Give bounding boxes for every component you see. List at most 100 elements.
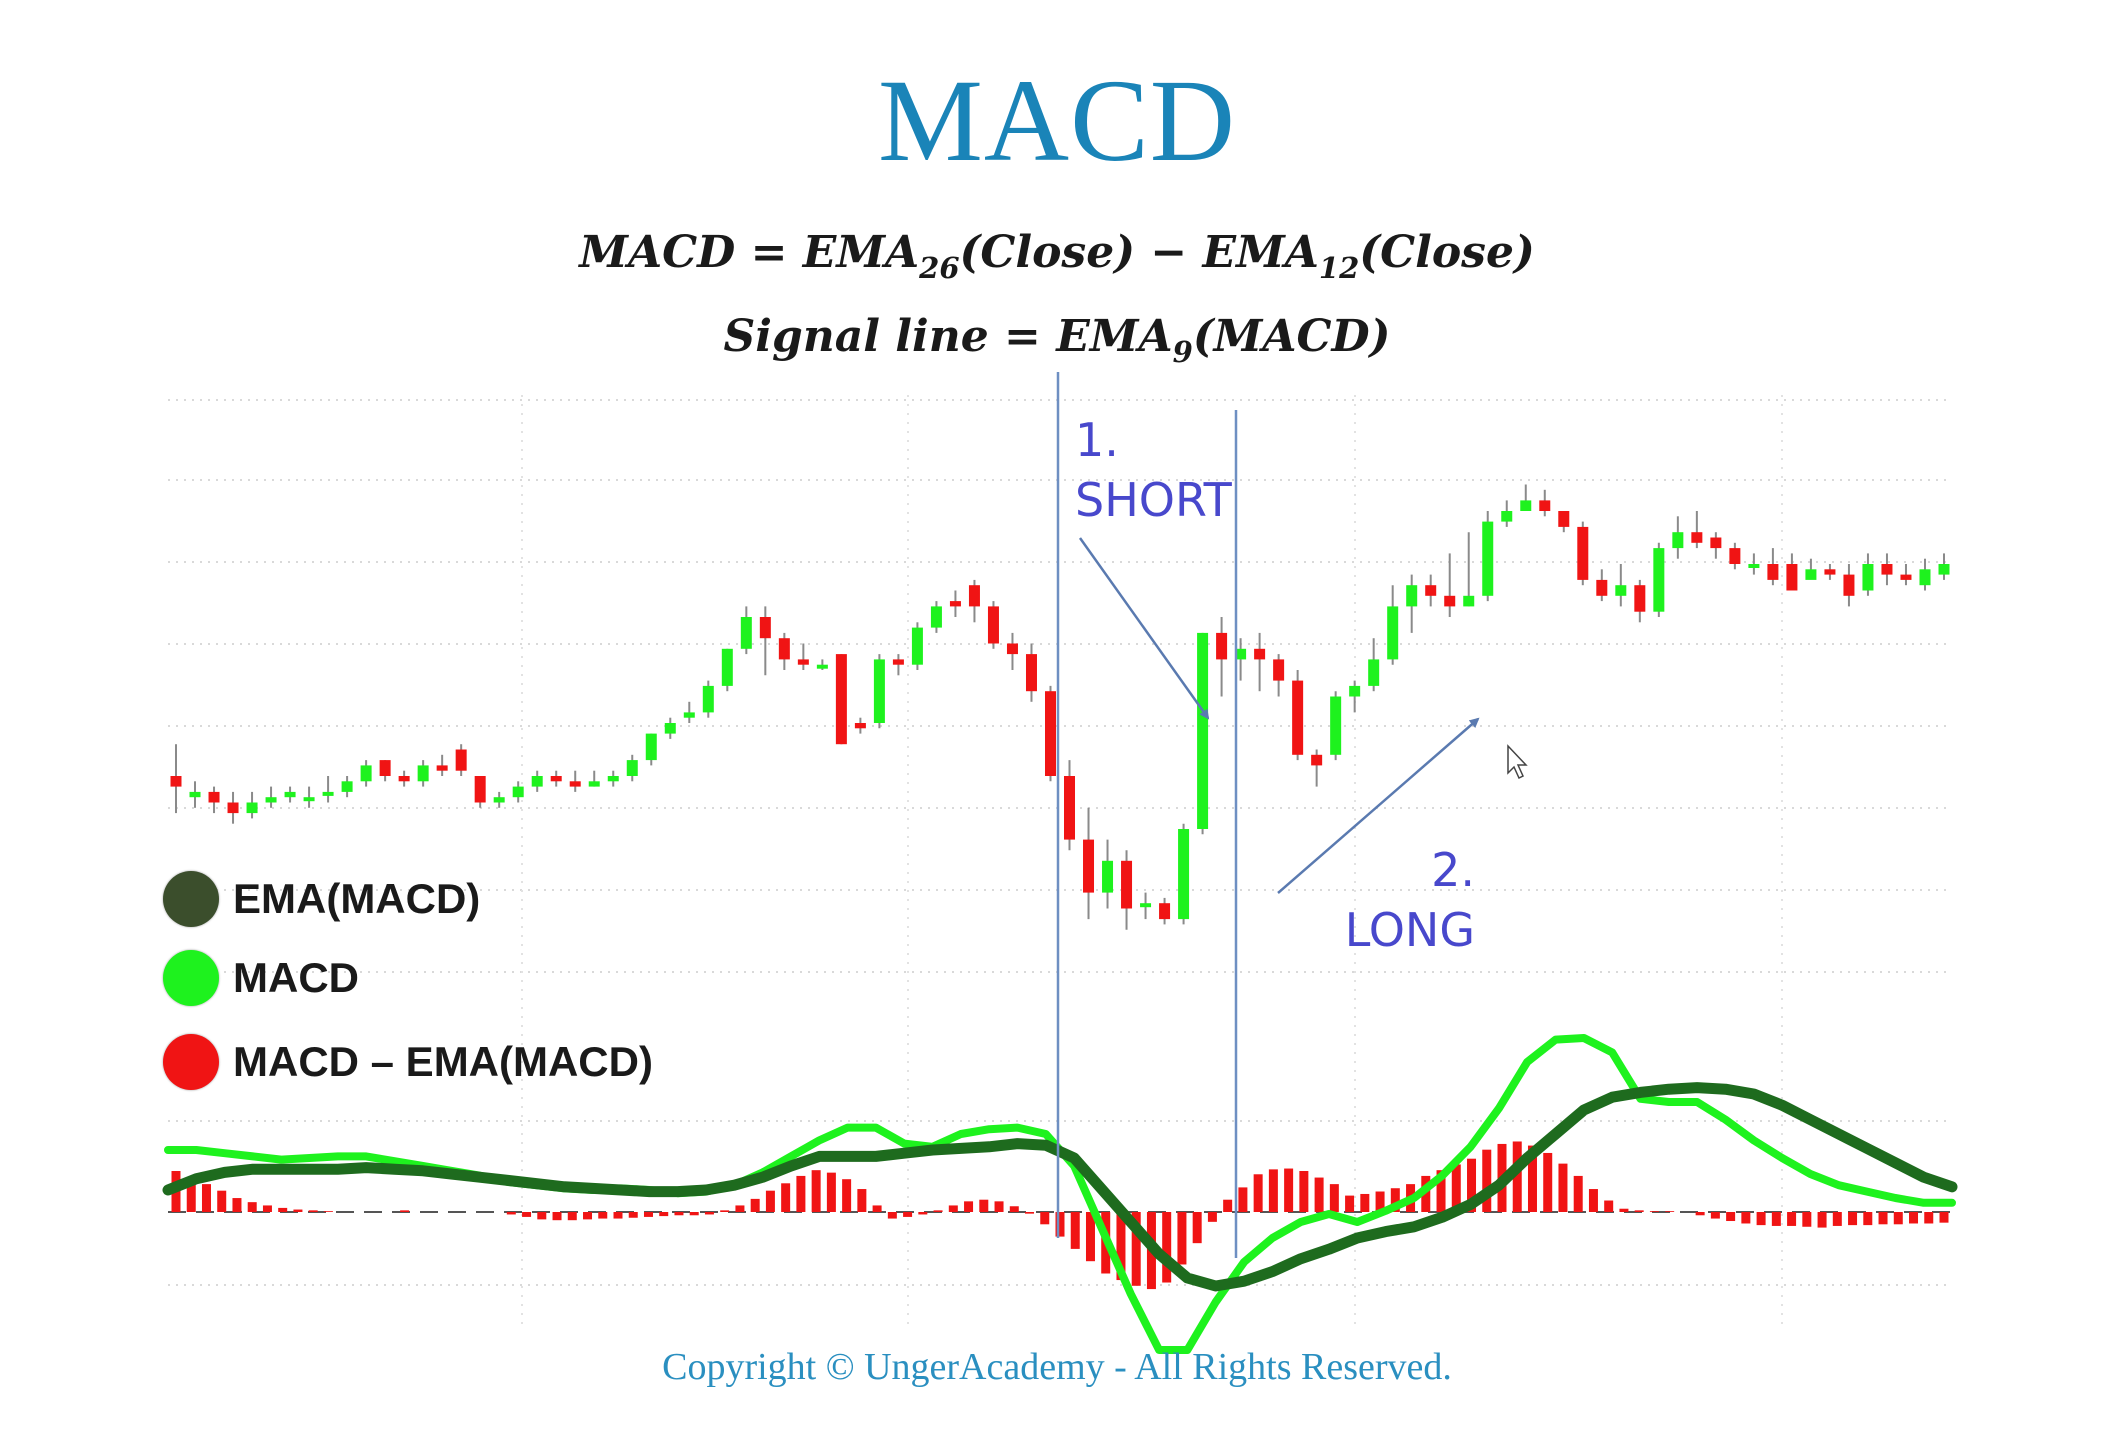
- histogram-bar: [262, 1205, 272, 1212]
- histogram-bar: [1893, 1212, 1903, 1225]
- histogram-bar: [1314, 1177, 1324, 1212]
- histogram-bar: [1634, 1210, 1644, 1212]
- histogram-bar: [628, 1212, 638, 1218]
- candle-body: [1805, 569, 1817, 580]
- histogram-bar: [1878, 1212, 1888, 1225]
- histogram-bar: [1192, 1212, 1202, 1244]
- candle-body: [417, 765, 429, 782]
- histogram-bar: [1085, 1212, 1095, 1262]
- histogram-bar: [308, 1210, 318, 1212]
- histogram-bar: [1040, 1212, 1050, 1225]
- candle-body: [930, 606, 942, 628]
- candle-body: [835, 654, 847, 745]
- histogram-bar: [1299, 1171, 1309, 1212]
- candle-body: [474, 776, 486, 803]
- macd-lines: [162, 1034, 1958, 1354]
- histogram-bar: [750, 1198, 760, 1212]
- short-annotation: 1. SHORT: [1075, 410, 1232, 530]
- long-annotation: 2. LONG: [1340, 840, 1475, 960]
- histogram-bar: [811, 1170, 821, 1212]
- histogram-bar: [278, 1207, 288, 1212]
- histogram-bar: [918, 1212, 928, 1215]
- candle-body: [550, 776, 562, 782]
- legend-item-macd: MACD: [163, 949, 359, 1007]
- candle-body: [664, 723, 676, 734]
- histogram-bar: [583, 1212, 593, 1220]
- formula1-ema2: EMA: [1202, 227, 1319, 278]
- histogram-bar: [1710, 1212, 1720, 1219]
- candle-body: [1349, 685, 1361, 697]
- histogram-bar: [1695, 1212, 1705, 1216]
- legend-label-macd: MACD: [233, 954, 359, 1001]
- candle-body: [1900, 574, 1912, 580]
- histogram-bar: [1482, 1149, 1492, 1212]
- histogram-bar: [765, 1190, 775, 1212]
- long-label: LONG: [1344, 903, 1475, 957]
- histogram-bar: [979, 1199, 989, 1212]
- histogram-bar: [1329, 1184, 1339, 1212]
- histogram-bar: [293, 1209, 303, 1212]
- histogram-bar: [994, 1201, 1004, 1212]
- signal-line: [162, 1082, 1958, 1292]
- histogram-bar: [1863, 1212, 1873, 1226]
- candle-body: [1387, 606, 1399, 660]
- legend-marker-histogram: [163, 1034, 219, 1090]
- histogram-bar: [1802, 1212, 1812, 1227]
- histogram-bar: [1558, 1163, 1568, 1212]
- histogram-bar: [1588, 1189, 1598, 1212]
- candle-body: [987, 606, 999, 644]
- histogram-bar: [659, 1212, 669, 1217]
- histogram-bar: [567, 1212, 577, 1221]
- candle-body: [1672, 532, 1684, 549]
- short-number: 1.: [1075, 413, 1119, 467]
- histogram-bar: [1787, 1212, 1797, 1226]
- histogram-bar: [1817, 1212, 1827, 1228]
- short-arrow: [1078, 537, 1210, 720]
- legend-marker-ema-macd: [163, 871, 219, 927]
- histogram-bar: [1223, 1199, 1233, 1212]
- histogram-bar: [1543, 1152, 1553, 1212]
- formula2-eq: =: [988, 311, 1057, 362]
- candle-body: [1767, 564, 1779, 580]
- candle-body: [759, 617, 771, 639]
- histogram-bar: [1284, 1168, 1294, 1212]
- histogram-bar: [704, 1212, 714, 1215]
- price-candles: [170, 484, 1950, 930]
- candle-body: [1406, 585, 1418, 607]
- macd-histogram: [168, 1141, 1952, 1290]
- histogram-bar: [1360, 1193, 1370, 1212]
- candle-body: [246, 802, 258, 814]
- formula1-sub2: 12: [1318, 251, 1360, 285]
- histogram-bar: [1741, 1212, 1751, 1224]
- candle-body: [1615, 585, 1627, 596]
- histogram-bar: [1116, 1212, 1126, 1281]
- histogram-bar: [1756, 1212, 1766, 1226]
- histogram-bar: [1832, 1212, 1842, 1226]
- candle-body: [854, 723, 866, 729]
- candle-body: [360, 765, 372, 782]
- histogram-bar: [232, 1198, 242, 1212]
- short-label: SHORT: [1075, 473, 1232, 527]
- histogram-bar: [1238, 1187, 1248, 1212]
- histogram-bar: [1619, 1208, 1629, 1212]
- candle-body: [1501, 511, 1513, 522]
- formula1-arg2: (Close): [1359, 227, 1535, 278]
- formula1-minus: −: [1135, 227, 1203, 278]
- candle-body: [588, 781, 600, 787]
- formula2-lhs: Signal line: [723, 311, 989, 362]
- formula1-lhs: MACD: [579, 227, 736, 278]
- candle-body: [1159, 903, 1171, 920]
- formula1-arg1: (Close): [959, 227, 1136, 278]
- candle-body: [911, 627, 923, 665]
- histogram-bar: [1253, 1174, 1263, 1212]
- candle-body: [1083, 839, 1095, 893]
- candle-body: [1539, 500, 1551, 511]
- candle-body: [284, 791, 296, 798]
- histogram-bar: [217, 1190, 227, 1212]
- histogram-bar: [1436, 1170, 1446, 1212]
- candle-body: [303, 797, 315, 802]
- histogram-bar: [735, 1205, 745, 1212]
- candle-body: [1311, 754, 1323, 766]
- copyright-text: Copyright © UngerAcademy - All Rights Re…: [662, 1346, 1452, 1388]
- candle-body: [645, 733, 657, 761]
